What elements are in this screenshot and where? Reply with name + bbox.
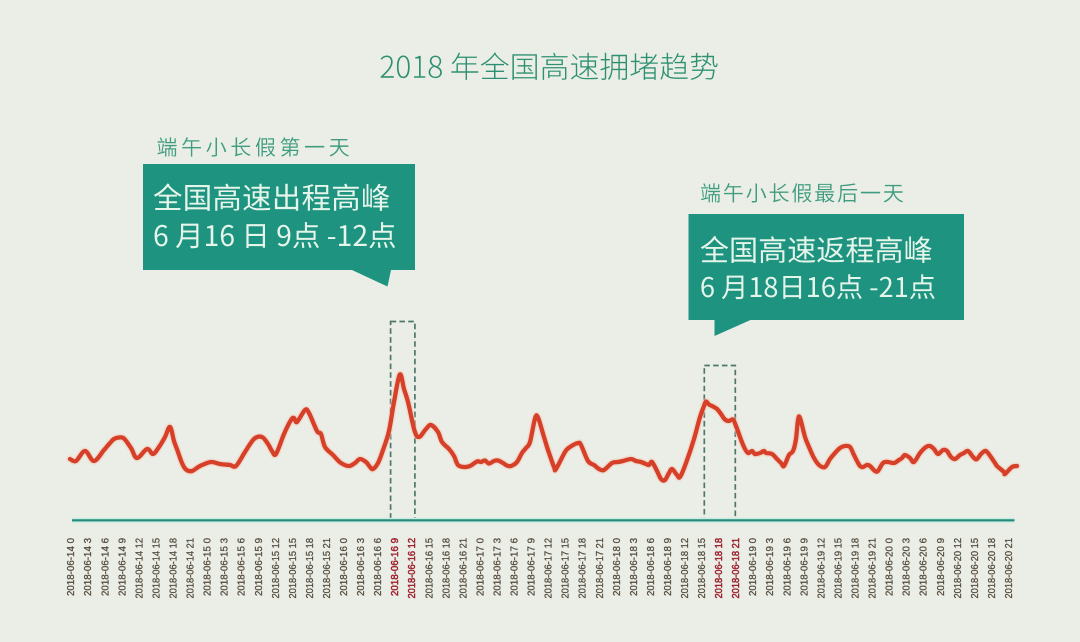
- svg-text:2018-06-19 12: 2018-06-19 12: [816, 538, 827, 599]
- svg-text:2018-06-16 15: 2018-06-16 15: [424, 538, 435, 599]
- svg-text:2018-06-20 15: 2018-06-20 15: [970, 538, 981, 599]
- svg-text:2018-06-17 12: 2018-06-17 12: [544, 538, 555, 599]
- svg-text:2018-06-17 18: 2018-06-17 18: [578, 538, 589, 599]
- svg-text:2018-06-17 6: 2018-06-17 6: [510, 538, 521, 596]
- svg-text:2018-06-18 3: 2018-06-18 3: [629, 538, 640, 596]
- svg-text:2018-06-15 18: 2018-06-15 18: [305, 538, 316, 599]
- svg-text:2018-06-17 9: 2018-06-17 9: [527, 538, 538, 596]
- svg-text:2018-06-14 6: 2018-06-14 6: [100, 538, 111, 596]
- svg-text:2018-06-14 3: 2018-06-14 3: [83, 538, 94, 596]
- svg-text:2018-06-19 9: 2018-06-19 9: [799, 538, 810, 596]
- svg-text:2018-06-14 9: 2018-06-14 9: [117, 538, 128, 596]
- svg-text:2018-06-14 0: 2018-06-14 0: [66, 538, 77, 596]
- svg-text:2018-06-14 18: 2018-06-14 18: [169, 538, 180, 599]
- svg-text:2018-06-16 3: 2018-06-16 3: [356, 538, 367, 596]
- svg-text:2018-06-18 6: 2018-06-18 6: [646, 538, 657, 596]
- svg-text:2018-06-19 15: 2018-06-19 15: [833, 538, 844, 599]
- svg-text:2018-06-20 12: 2018-06-20 12: [953, 538, 964, 599]
- svg-text:2018-06-18 21: 2018-06-18 21: [731, 538, 742, 599]
- svg-text:2018-06-15 0: 2018-06-15 0: [203, 538, 214, 596]
- svg-text:2018-06-17 21: 2018-06-17 21: [595, 538, 606, 599]
- svg-text:2018-06-17 15: 2018-06-17 15: [561, 538, 572, 599]
- svg-text:2018-06-16 18: 2018-06-16 18: [441, 538, 452, 599]
- svg-text:2018-06-18 12: 2018-06-18 12: [680, 538, 691, 599]
- svg-text:2018-06-18 0: 2018-06-18 0: [612, 538, 623, 596]
- svg-text:2018-06-15 9: 2018-06-15 9: [254, 538, 265, 596]
- svg-text:2018-06-15 15: 2018-06-15 15: [288, 538, 299, 599]
- svg-text:2018-06-19 21: 2018-06-19 21: [868, 538, 879, 599]
- svg-text:2018-06-14 21: 2018-06-14 21: [186, 538, 197, 599]
- svg-text:2018-06-15 3: 2018-06-15 3: [220, 538, 231, 596]
- svg-text:2018-06-16 9: 2018-06-16 9: [390, 538, 401, 596]
- svg-text:2018-06-17 3: 2018-06-17 3: [492, 538, 503, 596]
- svg-text:2018-06-16 0: 2018-06-16 0: [339, 538, 350, 596]
- svg-text:2018-06-15 21: 2018-06-15 21: [322, 538, 333, 599]
- svg-text:2018-06-19 18: 2018-06-19 18: [851, 538, 862, 599]
- svg-text:2018-06-19 0: 2018-06-19 0: [748, 538, 759, 596]
- svg-text:2018-06-14 12: 2018-06-14 12: [134, 538, 145, 599]
- svg-text:2018-06-17 0: 2018-06-17 0: [475, 538, 486, 596]
- svg-text:2018-06-15 12: 2018-06-15 12: [271, 538, 282, 599]
- svg-text:2018-06-19 6: 2018-06-19 6: [782, 538, 793, 596]
- svg-text:2018-06-20 9: 2018-06-20 9: [936, 538, 947, 596]
- svg-text:2018-06-15 6: 2018-06-15 6: [237, 538, 248, 596]
- svg-text:2018-06-18 9: 2018-06-18 9: [663, 538, 674, 596]
- svg-text:2018-06-20 18: 2018-06-20 18: [987, 538, 998, 599]
- svg-text:2018-06-16 6: 2018-06-16 6: [373, 538, 384, 596]
- svg-text:2018-06-20 21: 2018-06-20 21: [1004, 538, 1015, 599]
- svg-text:2018-06-18 15: 2018-06-18 15: [697, 538, 708, 599]
- svg-text:2018-06-20 3: 2018-06-20 3: [902, 538, 913, 596]
- svg-text:2018-06-18 18: 2018-06-18 18: [714, 538, 725, 599]
- svg-text:2018-06-16 21: 2018-06-16 21: [458, 538, 469, 599]
- svg-text:2018-06-14 15: 2018-06-14 15: [152, 538, 163, 599]
- svg-text:2018-06-20 0: 2018-06-20 0: [885, 538, 896, 596]
- svg-text:2018-06-20 6: 2018-06-20 6: [919, 538, 930, 596]
- svg-text:2018-06-19 3: 2018-06-19 3: [765, 538, 776, 596]
- svg-text:2018-06-16 12: 2018-06-16 12: [407, 538, 418, 599]
